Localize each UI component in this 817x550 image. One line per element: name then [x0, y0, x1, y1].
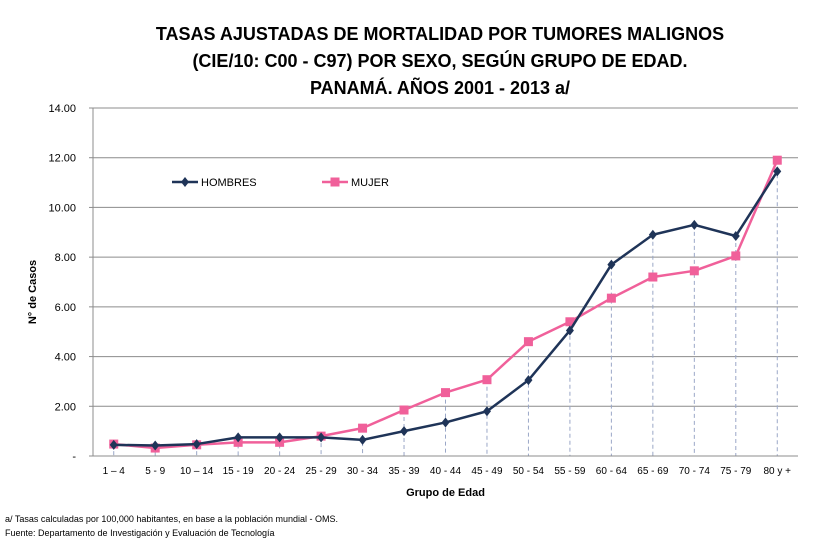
x-tick-label: 30 - 34 [347, 466, 379, 477]
data-point-hombres [690, 219, 699, 230]
data-point-hombres [441, 417, 450, 428]
x-tick-label: 60 - 64 [596, 466, 628, 477]
footnote-note: a/ Tasas calculadas por 100,000 habitant… [5, 514, 339, 524]
data-point-hombres [524, 375, 533, 386]
data-point-hombres [151, 440, 160, 451]
data-point-mujer [648, 272, 658, 282]
data-point-hombres [358, 434, 367, 445]
x-tick-label: 20 - 24 [264, 466, 296, 477]
legend-marker-hombres [181, 177, 189, 187]
y-tick-label: 14.00 [48, 103, 76, 115]
legend-marker-mujer [330, 177, 340, 187]
y-tick-label: 10.00 [48, 202, 76, 214]
x-tick-label: 15 - 19 [223, 466, 255, 477]
legend-label-mujer: MUJER [351, 177, 389, 189]
x-tick-label: 1 – 4 [103, 466, 126, 477]
x-axis-label: Grupo de Edad [406, 487, 485, 499]
data-point-hombres [275, 432, 284, 443]
y-tick-label: 2.00 [55, 401, 76, 413]
data-point-hombres [773, 166, 782, 177]
data-point-mujer [482, 375, 492, 385]
data-point-mujer [399, 405, 409, 415]
chart-title-line: PANAMÁ. AÑOS 2001 - 2013 a/ [310, 77, 570, 98]
data-point-mujer [565, 317, 575, 327]
data-point-hombres [234, 432, 243, 443]
data-point-hombres [607, 259, 616, 270]
x-tick-label: 35 - 39 [388, 466, 420, 477]
x-tick-label: 5 - 9 [145, 466, 165, 477]
data-point-hombres [400, 426, 409, 437]
y-tick-label: 4.00 [55, 352, 76, 364]
y-tick-label: - [72, 451, 76, 463]
data-point-mujer [772, 155, 782, 165]
footnote-source: Fuente: Departamento de Investigación y … [5, 528, 275, 538]
data-point-hombres [731, 231, 740, 242]
data-point-mujer [689, 266, 699, 276]
y-tick-label: 6.00 [55, 302, 76, 314]
x-tick-label: 45 - 49 [471, 466, 503, 477]
data-point-hombres [565, 325, 574, 336]
y-tick-label: 8.00 [55, 252, 76, 264]
data-point-mujer [523, 337, 533, 347]
x-tick-label: 65 - 69 [637, 466, 669, 477]
data-point-mujer [606, 293, 616, 303]
x-tick-label: 50 - 54 [513, 466, 545, 477]
x-tick-label: 75 - 79 [720, 466, 752, 477]
data-point-hombres [109, 439, 118, 450]
x-tick-label: 40 - 44 [430, 466, 462, 477]
data-point-hombres [192, 439, 201, 450]
data-point-hombres [482, 406, 491, 417]
x-tick-label: 10 – 14 [180, 466, 214, 477]
x-tick-label: 25 - 29 [306, 466, 338, 477]
x-tick-label: 80 y + [763, 466, 791, 477]
legend-label-hombres: HOMBRES [201, 177, 257, 189]
y-axis-label: N° de Casos [27, 260, 39, 324]
x-tick-label: 55 - 59 [554, 466, 586, 477]
data-point-hombres [317, 432, 326, 443]
series-line-mujer [113, 159, 779, 450]
x-tick-label: 70 - 74 [679, 466, 711, 477]
chart-title-line: TASAS AJUSTADAS DE MORTALIDAD POR TUMORE… [156, 24, 724, 44]
chart-title-line: (CIE/10: C00 - C97) POR SEXO, SEGÚN GRUP… [192, 50, 687, 71]
y-tick-label: 12.00 [48, 153, 76, 165]
series-line-hombres [113, 170, 779, 447]
data-point-mujer [731, 251, 741, 261]
data-point-mujer [358, 423, 368, 433]
data-point-mujer [441, 388, 450, 398]
data-point-hombres [648, 229, 657, 240]
